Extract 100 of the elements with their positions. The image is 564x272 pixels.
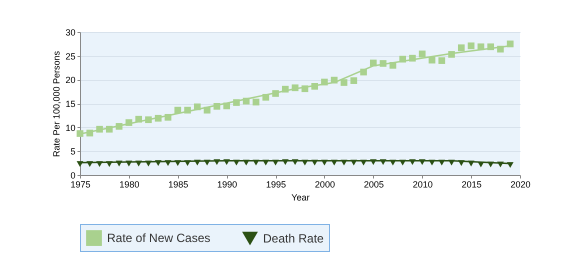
point xyxy=(350,160,358,166)
x-tick-label: 1975 xyxy=(70,180,91,190)
point xyxy=(164,114,172,121)
point xyxy=(214,103,220,110)
point xyxy=(282,86,289,93)
point xyxy=(76,130,84,137)
point xyxy=(487,162,494,168)
point xyxy=(262,94,270,101)
point xyxy=(380,60,386,67)
point xyxy=(340,160,348,166)
x-tick-label: 2010 xyxy=(412,180,433,190)
point xyxy=(478,43,484,50)
point xyxy=(458,160,465,166)
point xyxy=(194,103,201,110)
point xyxy=(418,50,426,58)
point xyxy=(154,160,162,166)
point xyxy=(478,162,484,168)
point xyxy=(86,130,94,136)
point xyxy=(242,160,250,166)
point xyxy=(223,102,230,110)
point xyxy=(96,161,103,167)
point xyxy=(252,160,260,166)
x-tick-label: 2005 xyxy=(364,180,384,190)
point xyxy=(164,160,172,166)
point xyxy=(106,126,113,133)
point xyxy=(350,77,358,84)
point xyxy=(214,159,220,166)
point xyxy=(468,42,474,50)
y-tick-label: 15 xyxy=(65,99,76,109)
point xyxy=(184,106,191,114)
point xyxy=(96,126,103,133)
point xyxy=(360,68,367,76)
point xyxy=(340,79,348,86)
point xyxy=(399,160,406,166)
point xyxy=(311,82,318,90)
point xyxy=(360,160,367,166)
point xyxy=(76,161,84,167)
point xyxy=(292,84,298,92)
point xyxy=(390,160,396,166)
point xyxy=(242,98,250,104)
point xyxy=(487,43,494,50)
point xyxy=(154,114,162,122)
point xyxy=(468,160,474,166)
point xyxy=(428,56,436,64)
point xyxy=(330,76,338,84)
point xyxy=(223,159,230,166)
x-tick-label: 2015 xyxy=(462,180,482,190)
x-tick-label: 1985 xyxy=(168,180,188,190)
point xyxy=(126,119,132,126)
y-tick-label: 30 xyxy=(65,28,76,38)
point xyxy=(116,160,122,166)
point xyxy=(126,160,132,166)
point xyxy=(409,54,416,62)
point xyxy=(262,160,270,166)
point xyxy=(438,57,446,64)
point xyxy=(184,160,191,166)
legend-label: Death Rate xyxy=(263,232,324,246)
point xyxy=(145,116,152,124)
point xyxy=(272,90,279,97)
point xyxy=(458,44,465,52)
point xyxy=(330,160,338,166)
x-tick-label: 1980 xyxy=(119,180,140,190)
point xyxy=(506,40,514,48)
point xyxy=(145,160,152,166)
y-tick-label: 20 xyxy=(65,75,76,86)
point xyxy=(409,159,416,166)
x-tick-label: 2000 xyxy=(314,180,335,190)
point xyxy=(321,78,328,86)
point xyxy=(321,160,328,166)
point xyxy=(438,160,446,166)
point xyxy=(370,159,377,166)
point xyxy=(497,162,504,168)
x-axis-title: Year xyxy=(291,192,310,202)
point xyxy=(86,161,94,167)
point xyxy=(448,51,455,58)
point xyxy=(233,99,240,106)
point xyxy=(418,159,426,166)
point xyxy=(272,160,279,166)
point xyxy=(282,159,289,166)
point xyxy=(497,46,504,53)
point xyxy=(194,160,201,166)
y-axis-title: Rate Per 100,000 Persons xyxy=(51,50,62,158)
legend-label: Rate of New Cases xyxy=(107,231,210,246)
y-tick-label: 0 xyxy=(70,170,76,180)
x-tick-label: 1995 xyxy=(266,180,286,190)
point xyxy=(204,106,210,114)
y-tick-label: 10 xyxy=(65,122,76,133)
y-tick-label: 5 xyxy=(70,146,76,157)
x-tick-label: 2020 xyxy=(510,180,531,190)
point xyxy=(116,123,122,130)
point xyxy=(292,159,298,166)
point xyxy=(106,161,113,167)
point xyxy=(302,85,308,92)
point xyxy=(204,160,210,166)
point xyxy=(302,160,308,166)
point xyxy=(174,160,182,166)
point xyxy=(135,160,142,166)
point xyxy=(428,160,436,166)
point xyxy=(311,160,318,166)
point xyxy=(399,56,406,63)
